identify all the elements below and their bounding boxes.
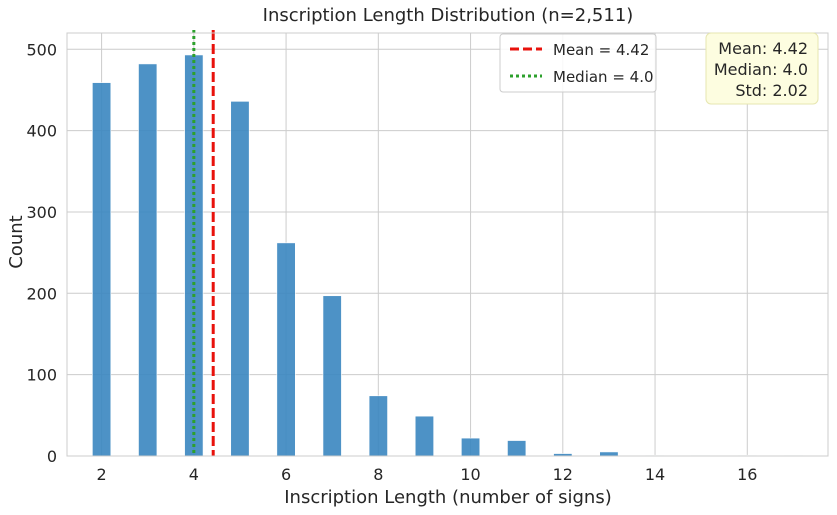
bar (507, 440, 527, 457)
plot-frame (66, 32, 829, 457)
stats-mean: Mean: 4.42 (718, 39, 808, 58)
legend-median-label: Median = 4.0 (553, 68, 654, 86)
bar (461, 437, 481, 457)
bar (276, 242, 296, 457)
x-tick-label: 8 (373, 465, 383, 484)
y-tick-label: 300 (26, 203, 57, 222)
x-axis-label: Inscription Length (number of signs) (284, 487, 612, 508)
y-tick-label: 100 (26, 366, 57, 385)
x-tick-label: 6 (281, 465, 291, 484)
x-tick-label: 12 (553, 465, 573, 484)
x-tick-label: 2 (96, 465, 106, 484)
x-tick-label: 4 (189, 465, 199, 484)
stats-median: Median: 4.0 (714, 60, 808, 79)
y-tick-label: 200 (26, 284, 57, 303)
y-axis-label: Count (6, 215, 27, 268)
legend: Mean = 4.42 Median = 4.0 (499, 33, 657, 93)
stats-std: Std: 2.02 (735, 81, 808, 100)
bar (92, 82, 112, 457)
y-tick-label: 500 (26, 40, 57, 59)
chart-title: Inscription Length Distribution (n=2,511… (263, 5, 634, 26)
tick-labels: 2 4 6 8 10 12 14 16 0 100 200 300 400 500 (26, 40, 757, 484)
x-tick-label: 14 (645, 465, 665, 484)
bar (599, 451, 619, 457)
stats-box-background (705, 32, 819, 105)
bar (230, 101, 250, 457)
legend-mean-label: Mean = 4.42 (553, 41, 649, 59)
x-tick-label: 16 (737, 465, 757, 484)
bar (414, 415, 434, 457)
bar (322, 295, 342, 457)
reference-lines (192, 30, 215, 456)
bar (138, 63, 158, 457)
x-tick-label: 10 (460, 465, 480, 484)
stats-box: Mean: 4.42 Median: 4.0 Std: 2.02 (705, 32, 819, 105)
y-tick-label: 400 (26, 122, 57, 141)
bar (368, 395, 388, 457)
y-tick-label: 0 (47, 447, 57, 466)
